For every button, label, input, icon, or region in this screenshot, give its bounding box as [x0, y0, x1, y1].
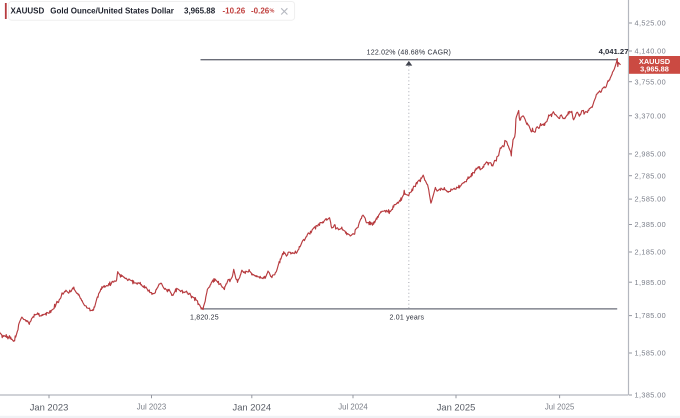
svg-text:1,385.00: 1,385.00 [635, 391, 667, 400]
svg-text:XAUUSD: XAUUSD [639, 57, 671, 66]
svg-text:Jul 2023: Jul 2023 [137, 403, 166, 412]
svg-text:Jan 2024: Jan 2024 [233, 402, 272, 413]
svg-text:3,965.88: 3,965.88 [640, 65, 669, 74]
svg-text:Jul 2024: Jul 2024 [338, 403, 368, 412]
svg-text:2,185.00: 2,185.00 [635, 248, 667, 257]
svg-text:3,755.00: 3,755.00 [635, 77, 667, 86]
svg-text:2,785.00: 2,785.00 [635, 171, 667, 180]
svg-text:3,370.00: 3,370.00 [635, 111, 667, 120]
svg-text:122.02% (48.68% CAGR): 122.02% (48.68% CAGR) [367, 49, 451, 56]
svg-text:Jul 2025: Jul 2025 [545, 403, 575, 412]
svg-text:Jan 2023: Jan 2023 [30, 402, 69, 413]
svg-text:2,385.00: 2,385.00 [635, 220, 667, 229]
svg-text:-0.26: -0.26 [251, 7, 270, 16]
svg-text:XAUUSD: XAUUSD [11, 7, 45, 16]
svg-text:Jan 2025: Jan 2025 [437, 402, 476, 413]
svg-text:3,965.88: 3,965.88 [184, 7, 216, 16]
svg-text:2,985.00: 2,985.00 [635, 150, 667, 159]
svg-text:1,785.00: 1,785.00 [635, 311, 667, 320]
svg-text:2.01 years: 2.01 years [390, 314, 425, 321]
svg-text:1,585.00: 1,585.00 [635, 349, 667, 358]
svg-text:4,041.27: 4,041.27 [599, 47, 629, 56]
svg-text:4,140.00: 4,140.00 [635, 47, 667, 56]
svg-text:4,525.00: 4,525.00 [635, 19, 667, 28]
svg-text:2,585.00: 2,585.00 [635, 195, 667, 204]
svg-text:Gold Ounce/United States Dolla: Gold Ounce/United States Dollar [50, 7, 174, 16]
svg-text:-10.26: -10.26 [223, 7, 246, 16]
svg-text:%: % [270, 9, 275, 15]
svg-text:1,820.25: 1,820.25 [190, 314, 219, 321]
svg-text:1,985.00: 1,985.00 [635, 278, 667, 287]
